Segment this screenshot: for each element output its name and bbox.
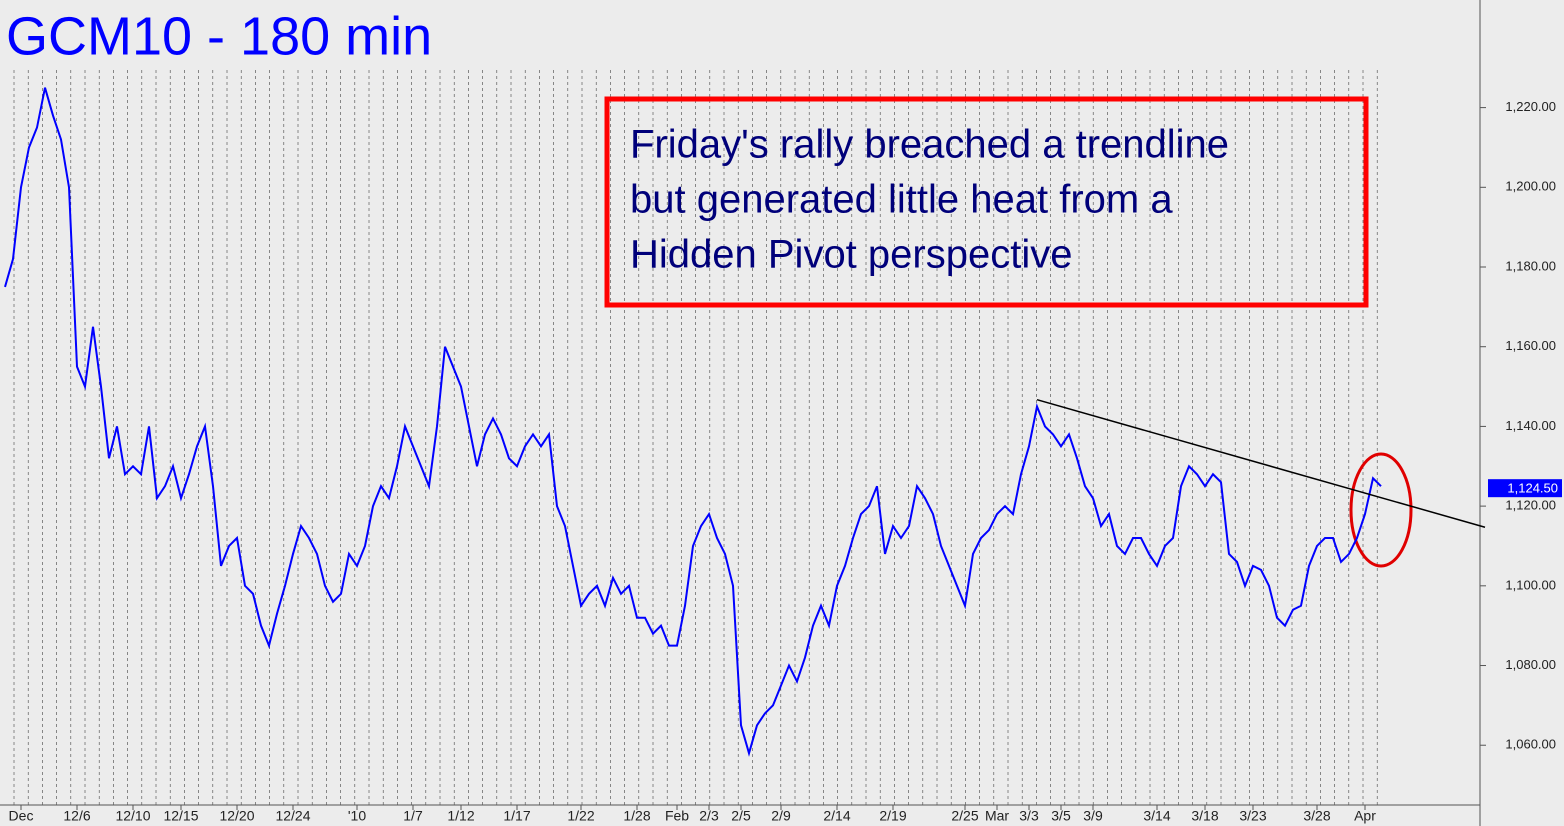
x-tick-label: 12/20 [219,808,254,824]
annotation-line: Hidden Pivot perspective [630,233,1072,277]
y-tick-label: 1,180.00 [1505,258,1556,273]
annotation-line: but generated little heat from a [630,178,1173,222]
x-tick-label: 2/3 [699,808,719,824]
highlight-ellipse [1349,452,1413,568]
x-tick-label: 3/23 [1239,808,1266,824]
x-tick-label: 3/18 [1191,808,1218,824]
x-tick-label: Dec [9,808,34,824]
x-tick-label: 1/28 [623,808,650,824]
x-tick-label: 3/14 [1143,808,1170,824]
y-tick-label: 1,220.00 [1505,99,1556,114]
x-tick-label: 12/10 [115,808,150,824]
y-tick-label: 1,160.00 [1505,338,1556,353]
x-tick-label: 1/7 [403,808,423,824]
y-tick-label: 1,080.00 [1505,657,1556,672]
x-tick-label: 12/6 [63,808,90,824]
y-tick-label: 1,100.00 [1505,577,1556,592]
y-tick-label: 1,060.00 [1505,737,1556,752]
x-tick-label: 1/22 [567,808,594,824]
annotation-line: Friday's rally breached a trendline [630,123,1229,167]
x-tick-label: 2/5 [731,808,751,824]
x-tick-label: 2/14 [823,808,850,824]
trendline [1036,398,1486,528]
x-tick-label: Apr [1354,808,1376,824]
y-tick-label: 1,120.00 [1505,498,1556,513]
annotation-box [604,96,1369,308]
day-grid [13,70,1378,805]
y-tick-label: 1,200.00 [1505,179,1556,194]
x-tick-label: '10 [348,808,366,824]
x-tick-label: 12/15 [163,808,198,824]
x-tick-label: 3/28 [1303,808,1330,824]
x-tick-label: Feb [665,808,689,824]
x-tick-label: Mar [985,808,1009,824]
x-tick-label: 1/12 [447,808,474,824]
x-tick-label: 3/3 [1019,808,1039,824]
price-line [4,87,1382,757]
chart-title: GCM10 - 180 min [6,6,432,66]
x-tick-label: 3/5 [1051,808,1071,824]
x-tick-label: 2/19 [879,808,906,824]
x-tick-label: 2/25 [951,808,978,824]
last-price-tag [1488,479,1562,498]
last-price-label: 1,124.50 [1507,481,1558,496]
x-tick-label: 1/17 [503,808,530,824]
x-tick-label: 2/9 [771,808,791,824]
x-tick-label: 12/24 [275,808,310,824]
x-tick-label: 3/9 [1083,808,1103,824]
y-tick-label: 1,140.00 [1505,418,1556,433]
